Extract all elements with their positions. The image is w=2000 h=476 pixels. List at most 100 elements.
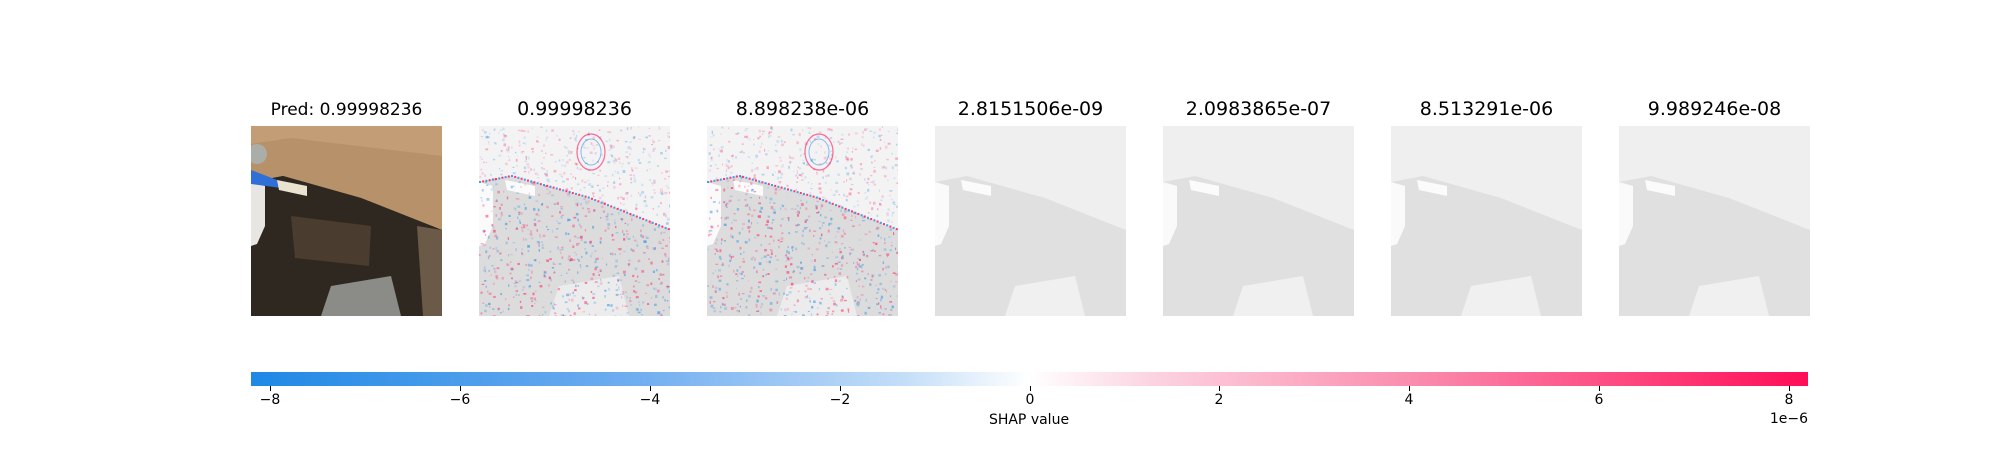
negative-shap-speck — [565, 232, 567, 236]
negative-shap-speck — [508, 214, 511, 217]
negative-shap-speck — [709, 210, 713, 214]
negative-shap-speck — [600, 217, 602, 219]
negative-shap-speck — [496, 236, 499, 240]
negative-shap-speck — [870, 214, 872, 216]
positive-shap-speck — [625, 192, 629, 195]
negative-shap-speck — [486, 198, 490, 201]
positive-shap-speck — [630, 147, 632, 151]
negative-shap-speck — [517, 216, 519, 219]
positive-shap-speck — [546, 259, 550, 262]
positive-shap-speck — [580, 225, 582, 229]
negative-shap-speck — [791, 246, 794, 249]
edge-shap-speck — [857, 213, 860, 215]
negative-shap-speck — [525, 238, 527, 241]
negative-shap-speck — [776, 259, 779, 261]
negative-shap-speck — [500, 173, 503, 176]
negative-shap-speck — [716, 249, 718, 251]
negative-shap-speck — [806, 280, 809, 282]
shap-panel-6 — [1619, 126, 1810, 316]
negative-shap-speck — [558, 263, 562, 265]
negative-shap-speck — [799, 271, 802, 274]
negative-shap-speck — [577, 271, 579, 274]
negative-shap-speck — [811, 305, 814, 309]
positive-shap-speck — [769, 235, 773, 238]
negative-shap-speck — [767, 215, 770, 218]
negative-shap-speck — [799, 167, 802, 170]
positive-shap-speck — [812, 280, 814, 282]
positive-shap-speck — [896, 251, 898, 254]
positive-shap-speck — [664, 191, 668, 195]
negative-shap-speck — [622, 170, 626, 173]
positive-shap-speck — [851, 214, 853, 217]
positive-shap-speck — [870, 250, 874, 252]
positive-shap-speck — [853, 173, 855, 175]
positive-shap-speck — [642, 211, 644, 213]
negative-shap-speck — [613, 162, 616, 164]
positive-shap-speck — [848, 192, 852, 196]
edge-shap-speck — [623, 210, 625, 213]
negative-shap-speck — [788, 165, 790, 169]
positive-shap-speck — [509, 221, 511, 223]
edge-shap-speck — [870, 218, 873, 220]
edge-shap-speck — [726, 177, 729, 180]
positive-shap-speck — [788, 155, 791, 159]
positive-shap-speck — [523, 171, 527, 173]
negative-shap-speck — [565, 314, 567, 316]
positive-shap-speck — [620, 130, 623, 132]
negative-shap-speck — [822, 176, 824, 179]
negative-shap-speck — [783, 315, 787, 316]
negative-shap-speck — [607, 213, 609, 215]
positive-shap-speck — [862, 130, 864, 134]
positive-shap-speck — [507, 263, 510, 266]
positive-shap-speck — [630, 177, 632, 181]
positive-shap-speck — [578, 131, 580, 133]
positive-shap-speck — [719, 275, 723, 277]
positive-shap-speck — [505, 162, 508, 166]
positive-shap-speck — [571, 298, 574, 302]
positive-shap-speck — [615, 226, 617, 229]
edge-shap-speck — [895, 228, 898, 231]
heatmap-tape — [961, 180, 991, 196]
positive-shap-speck — [794, 208, 797, 210]
positive-shap-speck — [543, 144, 546, 147]
negative-shap-speck — [645, 245, 649, 248]
negative-shap-speck — [508, 147, 510, 151]
negative-shap-speck — [622, 292, 625, 295]
negative-shap-speck — [564, 146, 566, 148]
positive-shap-speck — [631, 167, 633, 171]
positive-shap-speck — [709, 217, 711, 220]
negative-shap-speck — [719, 311, 722, 313]
positive-shap-speck — [809, 127, 812, 130]
negative-shap-speck — [893, 204, 896, 205]
positive-shap-speck — [570, 258, 573, 261]
positive-shap-speck — [850, 219, 853, 221]
negative-shap-speck — [846, 172, 850, 176]
negative-shap-speck — [481, 199, 483, 202]
positive-shap-speck — [779, 159, 782, 162]
positive-shap-speck — [495, 214, 497, 217]
negative-shap-speck — [604, 295, 606, 298]
negative-shap-speck — [707, 248, 709, 250]
negative-shap-speck — [553, 270, 555, 274]
negative-shap-speck — [838, 248, 841, 250]
positive-shap-speck — [559, 173, 562, 176]
positive-shap-speck — [616, 139, 619, 142]
positive-shap-speck — [797, 290, 800, 293]
negative-shap-speck — [856, 267, 859, 271]
positive-shap-speck — [730, 307, 734, 310]
negative-shap-speck — [786, 294, 789, 296]
edge-shap-speck — [790, 189, 793, 192]
negative-shap-speck — [544, 173, 547, 175]
negative-shap-speck — [546, 178, 550, 182]
positive-shap-speck — [534, 302, 536, 305]
edge-shap-speck — [575, 192, 577, 195]
negative-shap-speck — [668, 306, 670, 309]
negative-shap-speck — [742, 151, 745, 154]
positive-shap-speck — [548, 276, 551, 280]
positive-shap-speck — [868, 231, 870, 233]
negative-shap-speck — [665, 184, 668, 187]
positive-shap-speck — [829, 203, 833, 205]
positive-shap-speck — [889, 301, 893, 303]
negative-shap-speck — [653, 147, 656, 150]
negative-shap-speck — [895, 205, 898, 208]
